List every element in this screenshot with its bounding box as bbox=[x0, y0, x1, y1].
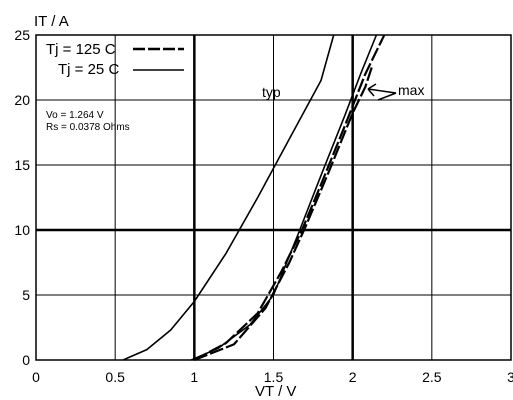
legend: Tj = 125 C Tj = 25 C bbox=[46, 41, 184, 78]
series-line-3-dashed bbox=[193, 34, 386, 361]
series-line-4-dashed bbox=[193, 67, 373, 362]
curves bbox=[122, 34, 386, 362]
legend-label-25c: Tj = 25 C bbox=[58, 61, 119, 78]
x-tick-label: 0.5 bbox=[105, 369, 125, 385]
y-tick-label: 10 bbox=[14, 222, 30, 238]
x-tick-label: 0 bbox=[32, 369, 40, 385]
x-axis-label: VT / V bbox=[255, 383, 296, 400]
y-tick-label: 0 bbox=[22, 352, 30, 368]
legend-label-125c: Tj = 125 C bbox=[46, 41, 116, 58]
series-line-1-solid bbox=[122, 34, 335, 361]
x-tick-label: 2.5 bbox=[422, 369, 442, 385]
x-tick-label: 2 bbox=[349, 369, 357, 385]
annotation-typ: typ bbox=[262, 84, 281, 100]
y-tick-label: 20 bbox=[14, 92, 30, 108]
y-axis-label: IT / A bbox=[34, 13, 69, 30]
tick-labels: 0 0.5 1 1.5 2 2.5 3 0 5 10 15 20 25 bbox=[14, 27, 513, 385]
y-tick-label: 25 bbox=[14, 27, 30, 43]
annotation-max: max bbox=[398, 82, 424, 98]
x-tick-label: 3 bbox=[507, 369, 513, 385]
x-tick-label: 1 bbox=[190, 369, 198, 385]
parameter-vo: Vo = 1.264 V bbox=[46, 110, 104, 121]
y-tick-label: 15 bbox=[14, 157, 30, 173]
y-tick-label: 5 bbox=[22, 287, 30, 303]
x-tick-label: 1.5 bbox=[264, 369, 284, 385]
parameter-rs: Rs = 0.0378 Ohms bbox=[46, 122, 130, 133]
annotation-max-arrow bbox=[367, 83, 397, 101]
